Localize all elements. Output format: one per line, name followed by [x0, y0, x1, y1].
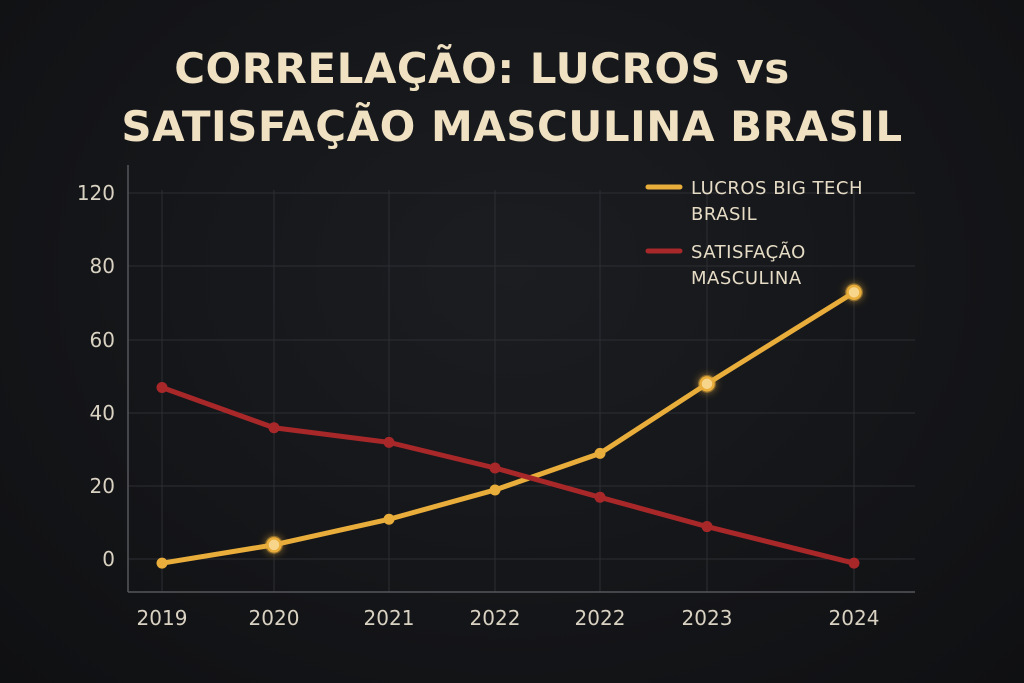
data-point	[846, 284, 862, 301]
data-point	[383, 436, 395, 448]
legend-label: MASCULINA	[691, 268, 802, 289]
data-point	[383, 513, 395, 525]
x-tick-label: 2023	[682, 606, 733, 630]
data-point	[848, 557, 860, 569]
data-point	[156, 381, 168, 393]
chart-title-line-1: CORRELAÇÃO: LUCROS vs	[174, 44, 790, 93]
data-point	[594, 447, 606, 459]
data-point	[701, 521, 713, 533]
x-tick-label: 2020	[249, 606, 300, 630]
y-tick-label: 20	[90, 474, 115, 498]
x-axis-tick-labels: 2019 2020 2021 2022 2022 2023 2024	[137, 606, 880, 630]
series	[156, 283, 863, 569]
legend-label: LUCROS BIG TECH	[691, 178, 863, 199]
x-tick-label: 2022	[470, 606, 521, 630]
x-tick-label: 2019	[137, 606, 188, 630]
x-tick-label: 2022	[575, 606, 626, 630]
legend-label: SATISFAÇÃO	[691, 241, 806, 263]
data-point	[489, 462, 501, 474]
y-tick-label: 0	[102, 547, 115, 571]
legend-label: BRASIL	[691, 204, 757, 225]
series-line-0	[159, 289, 857, 566]
chart-title: CORRELAÇÃO: LUCROS vs SATISFAÇÃO MASCULI…	[0, 40, 1024, 156]
x-tick-label: 2021	[364, 606, 415, 630]
data-point	[699, 376, 715, 392]
data-point	[268, 422, 280, 434]
y-tick-label: 40	[90, 401, 115, 425]
data-point	[156, 557, 168, 569]
y-axis-tick-labels: 0 20 40 60 80 120	[77, 181, 115, 571]
data-point	[266, 537, 282, 553]
legend: LUCROS BIG TECH BRASIL SATISFAÇÃO MASCULINA	[645, 178, 863, 289]
chart-title-line-2: SATISFAÇÃO MASCULINA BRASIL	[121, 102, 903, 151]
data-point	[594, 491, 606, 503]
axes	[127, 165, 915, 593]
y-tick-label: 80	[90, 254, 115, 278]
y-tick-label: 60	[90, 328, 115, 352]
series-line-1	[159, 384, 857, 566]
data-point	[489, 484, 501, 496]
y-tick-label: 120	[77, 181, 115, 205]
x-tick-label: 2024	[829, 606, 880, 630]
